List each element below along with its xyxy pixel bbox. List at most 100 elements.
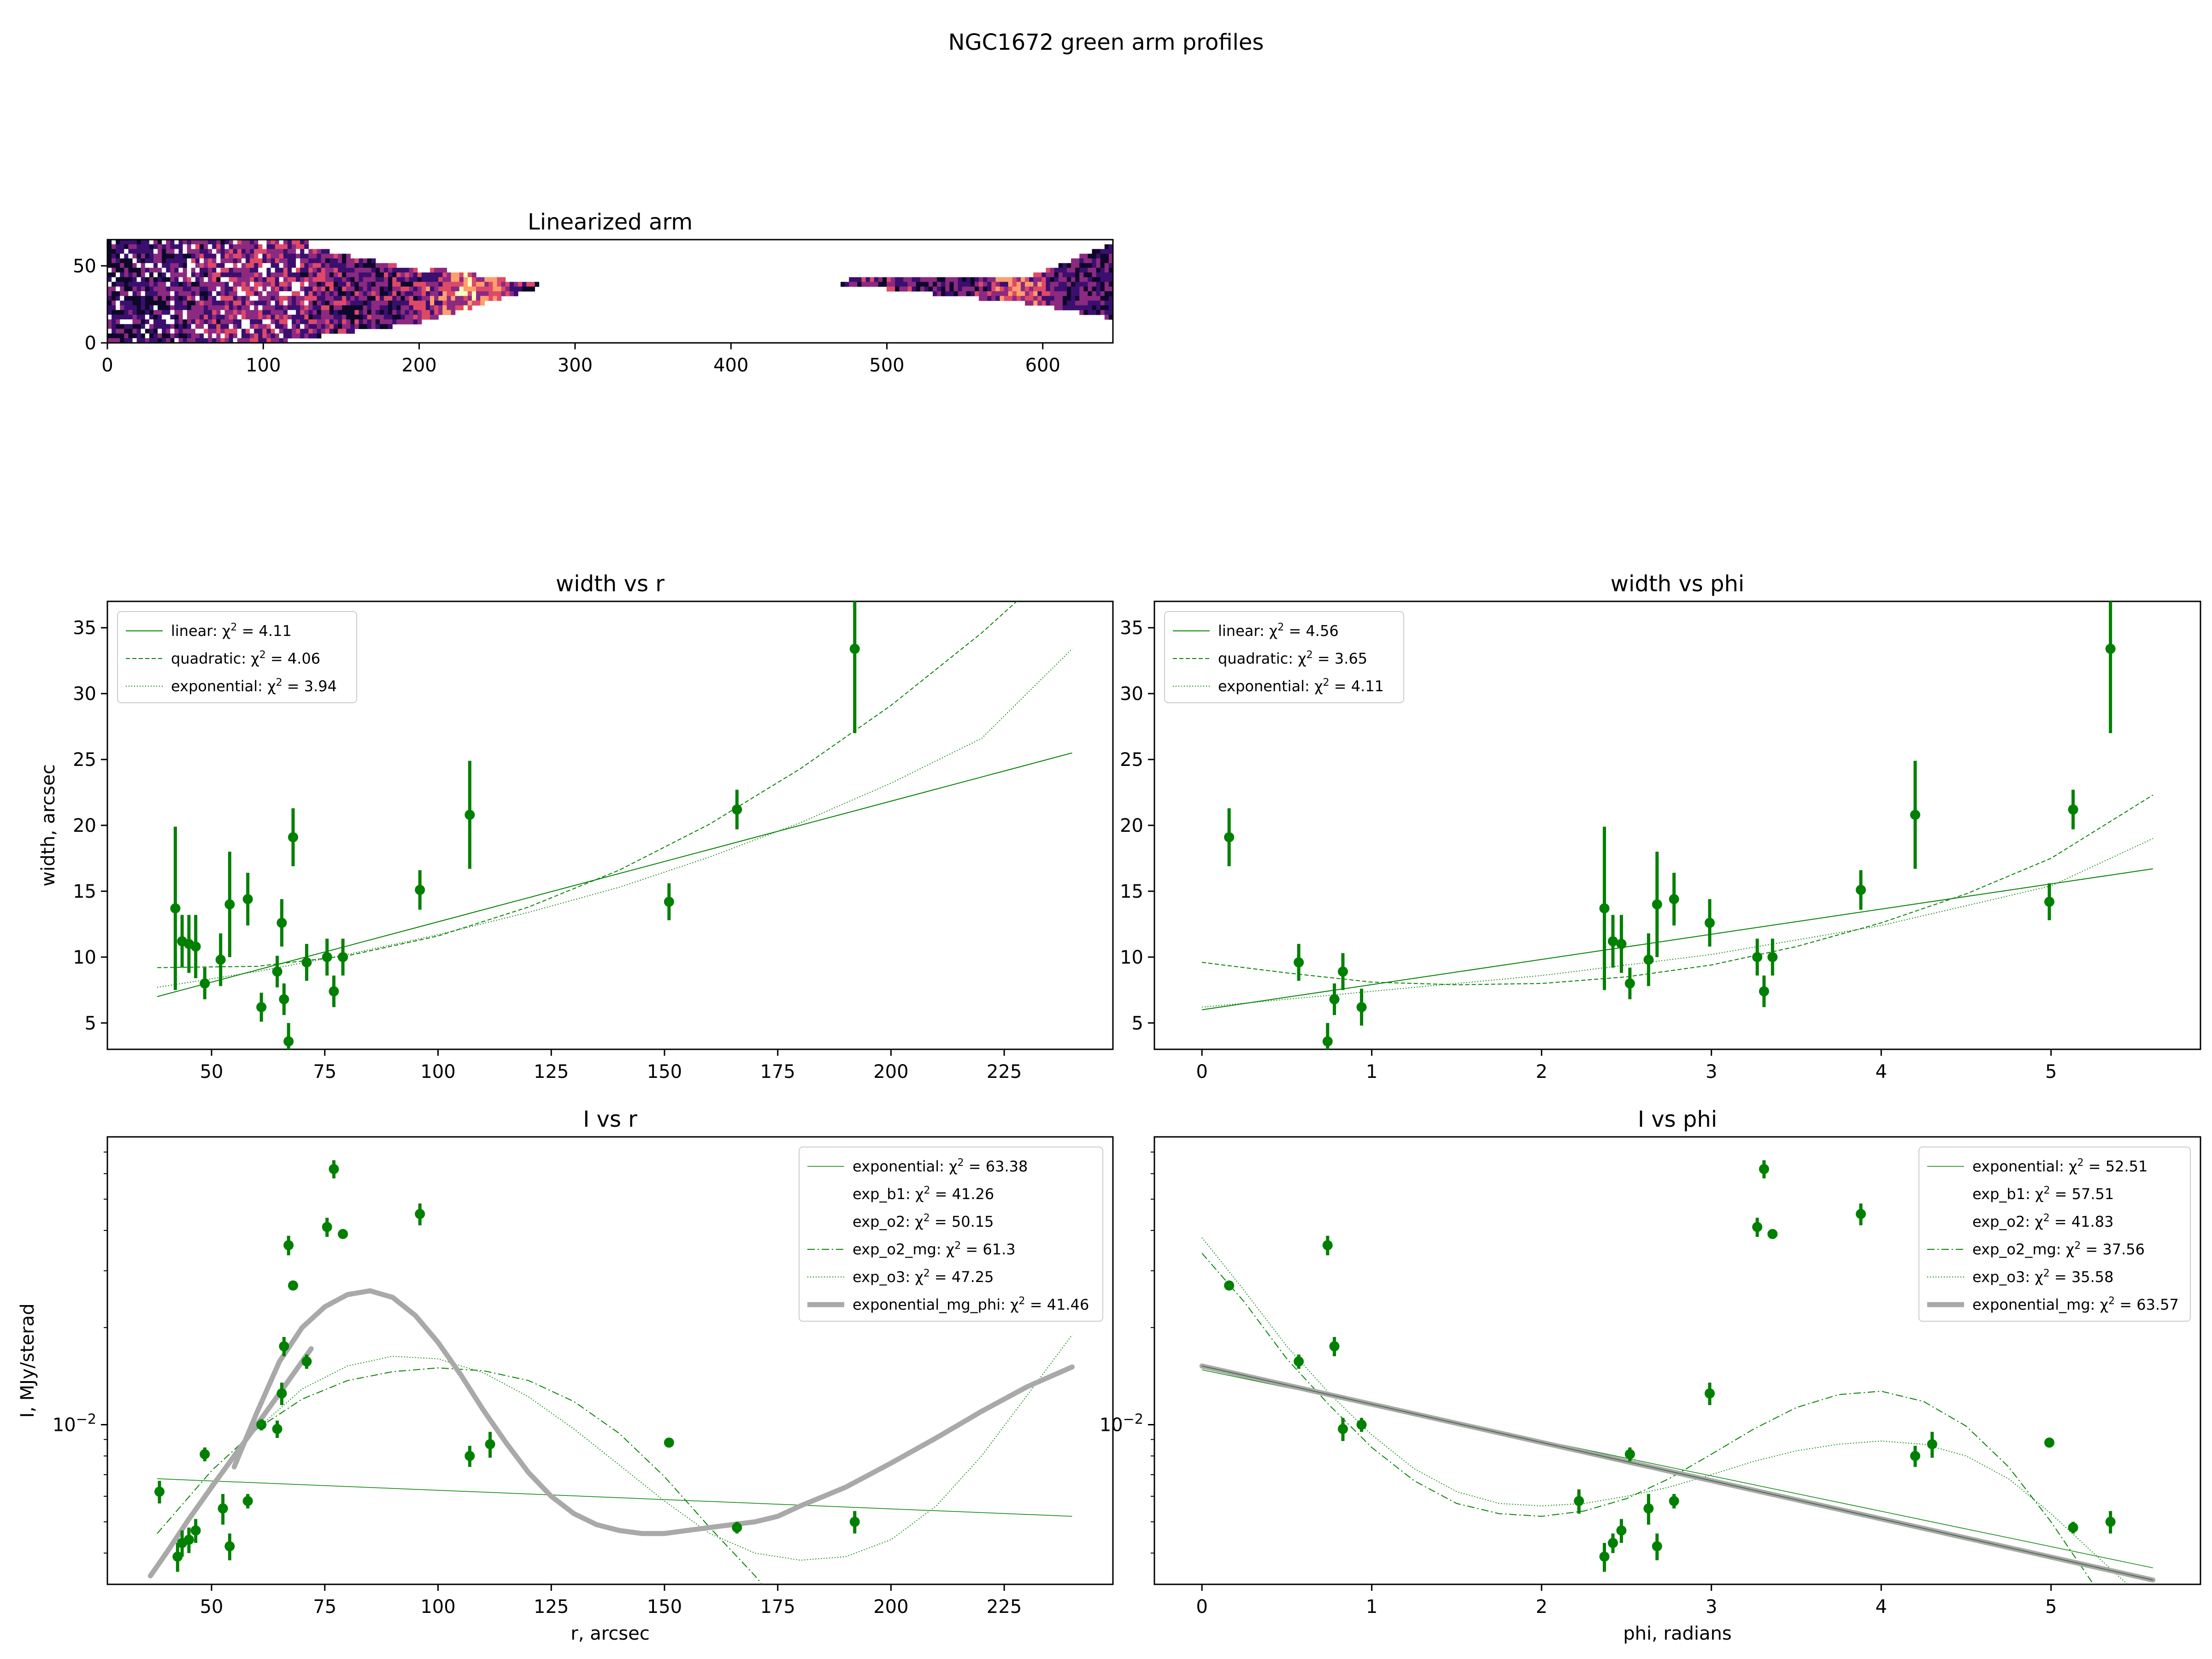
- image-pixel: [1058, 286, 1063, 292]
- image-pixel: [501, 291, 506, 296]
- image-pixel: [250, 296, 254, 301]
- image-pixel: [195, 324, 200, 329]
- data-point: [242, 1496, 253, 1506]
- image-pixel: [1025, 300, 1030, 306]
- image-pixel: [317, 282, 322, 287]
- image-pixel: [107, 263, 112, 268]
- image-pixel: [262, 268, 267, 273]
- image-pixel: [254, 272, 259, 278]
- image-pixel: [463, 300, 468, 306]
- image-pixel: [300, 240, 305, 245]
- image-pixel: [158, 324, 162, 329]
- legend-entry: exp_o3: χ2 = 47.25: [853, 1268, 994, 1286]
- image-pixel: [438, 291, 443, 296]
- image-pixel: [296, 333, 300, 339]
- image-pixel: [246, 240, 250, 245]
- image-pixel: [1050, 277, 1055, 282]
- image-pixel: [166, 286, 171, 292]
- image-pixel: [112, 244, 116, 249]
- image-pixel: [304, 333, 309, 339]
- image-pixel: [379, 310, 384, 315]
- image-pixel: [216, 314, 221, 320]
- image-pixel: [124, 268, 129, 273]
- image-pixel: [191, 314, 196, 320]
- image-pixel: [162, 291, 166, 296]
- image-pixel: [321, 286, 326, 292]
- image-pixel: [1037, 282, 1042, 287]
- data-point: [276, 1388, 287, 1399]
- x-tick-label: 4: [1875, 1061, 1887, 1082]
- image-pixel: [116, 240, 120, 245]
- image-pixel: [325, 291, 330, 296]
- image-pixel: [287, 329, 292, 334]
- image-pixel: [346, 324, 351, 329]
- legend-entry: exp_b1: χ2 = 41.26: [853, 1185, 994, 1203]
- image-pixel: [246, 319, 250, 324]
- image-pixel: [870, 277, 875, 282]
- image-pixel: [367, 272, 372, 278]
- image-pixel: [212, 263, 217, 268]
- image-pixel: [292, 277, 296, 282]
- y-tick-label: 25: [73, 749, 96, 771]
- image-pixel: [136, 305, 141, 311]
- image-pixel: [392, 286, 397, 292]
- image-pixel: [300, 286, 305, 292]
- image-pixel: [158, 253, 162, 259]
- image-pixel: [204, 263, 208, 268]
- image-pixel: [962, 277, 967, 282]
- image-pixel: [233, 333, 238, 339]
- series-group: [1199, 1160, 2156, 1584]
- image-pixel: [241, 258, 246, 264]
- image-pixel: [212, 244, 217, 249]
- image-pixel: [354, 286, 359, 292]
- image-pixel: [321, 258, 326, 264]
- image-pixel: [250, 268, 254, 273]
- image-pixel: [153, 314, 158, 320]
- fit-line-exp_o3: [1201, 1237, 2128, 1584]
- image-pixel: [279, 244, 284, 249]
- image-pixel: [262, 291, 267, 296]
- image-pixel: [250, 263, 254, 268]
- image-pixel: [1100, 277, 1105, 282]
- image-pixel: [254, 314, 259, 320]
- image-pixel: [405, 310, 410, 315]
- image-pixel: [195, 291, 200, 296]
- image-pixel: [182, 324, 188, 329]
- image-pixel: [220, 329, 225, 334]
- image-pixel: [396, 286, 401, 292]
- image-pixel: [317, 333, 322, 339]
- image-pixel: [233, 272, 238, 278]
- image-pixel: [1050, 268, 1055, 273]
- image-pixel: [107, 333, 112, 339]
- image-pixel: [275, 329, 280, 334]
- image-pixel: [178, 319, 183, 324]
- image-pixel: [287, 333, 292, 339]
- image-pixel: [995, 277, 1000, 282]
- image-pixel: [124, 286, 129, 292]
- image-pixel: [271, 277, 276, 282]
- image-pixel: [224, 268, 229, 273]
- image-pixel: [195, 310, 200, 315]
- image-pixel: [250, 258, 254, 264]
- image-pixel: [371, 300, 376, 306]
- image-pixel: [455, 286, 460, 292]
- image-pixel: [497, 277, 502, 282]
- image-pixel: [430, 286, 435, 292]
- image-pixel: [212, 314, 217, 320]
- image-pixel: [149, 282, 154, 287]
- image-pixel: [166, 333, 171, 339]
- image-pixel: [287, 244, 292, 249]
- image-pixel: [359, 300, 364, 306]
- image-pixel: [887, 277, 891, 282]
- image-pixel: [375, 277, 380, 282]
- data-point: [1616, 1525, 1627, 1536]
- image-pixel: [145, 253, 150, 259]
- image-pixel: [145, 310, 150, 315]
- image-pixel: [899, 286, 904, 292]
- image-pixel: [359, 310, 364, 315]
- image-pixel: [241, 300, 246, 306]
- image-pixel: [292, 333, 296, 339]
- image-pixel: [1041, 291, 1047, 296]
- image-pixel: [1088, 305, 1093, 311]
- image-pixel: [367, 277, 372, 282]
